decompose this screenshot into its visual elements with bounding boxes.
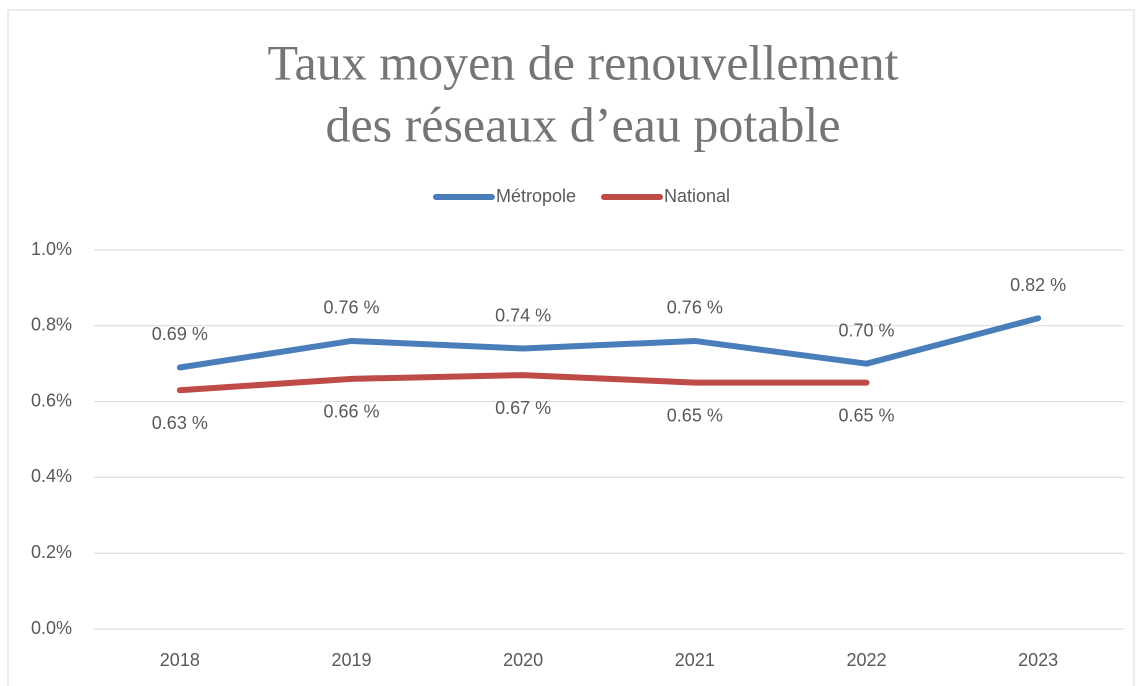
- data-label: 0.67 %: [495, 398, 551, 418]
- x-tick-label: 2018: [160, 650, 200, 670]
- y-tick-label: 0.0%: [31, 618, 72, 638]
- x-tick-label: 2020: [503, 650, 543, 670]
- y-tick-label: 0.6%: [31, 390, 72, 410]
- x-tick-label: 2023: [1018, 650, 1058, 670]
- data-label: 0.63 %: [152, 413, 208, 433]
- y-tick-label: 0.2%: [31, 542, 72, 562]
- data-label: 0.65 %: [667, 405, 723, 425]
- data-label: 0.66 %: [323, 402, 379, 422]
- x-tick-label: 2019: [331, 650, 371, 670]
- chart-title: des réseaux d’eau potable: [325, 96, 840, 152]
- legend-label: Métropole: [496, 186, 576, 206]
- y-tick-label: 1.0%: [31, 239, 72, 259]
- data-label: 0.82 %: [1010, 275, 1066, 295]
- y-tick-label: 0.4%: [31, 466, 72, 486]
- data-label: 0.70 %: [838, 320, 894, 340]
- data-label: 0.76 %: [323, 298, 379, 318]
- chart-title: Taux moyen de renouvellement: [267, 34, 898, 90]
- series-line: [176, 372, 870, 394]
- data-label: 0.65 %: [838, 405, 894, 425]
- x-tick-label: 2022: [846, 650, 886, 670]
- y-tick-label: 0.8%: [31, 315, 72, 335]
- legend-label: National: [664, 186, 730, 206]
- series-line: [176, 315, 1042, 371]
- data-label: 0.69 %: [152, 324, 208, 344]
- x-tick-label: 2021: [675, 650, 715, 670]
- data-label: 0.76 %: [667, 298, 723, 318]
- data-label: 0.74 %: [495, 305, 551, 325]
